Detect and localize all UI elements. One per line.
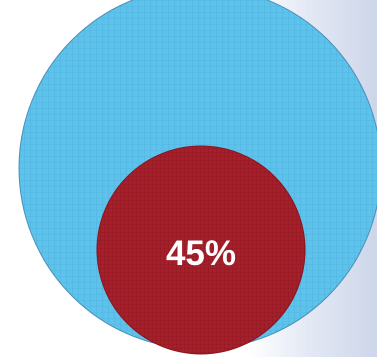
inner-percentage-label: 45% bbox=[166, 234, 236, 273]
inner-circle bbox=[96, 145, 306, 355]
